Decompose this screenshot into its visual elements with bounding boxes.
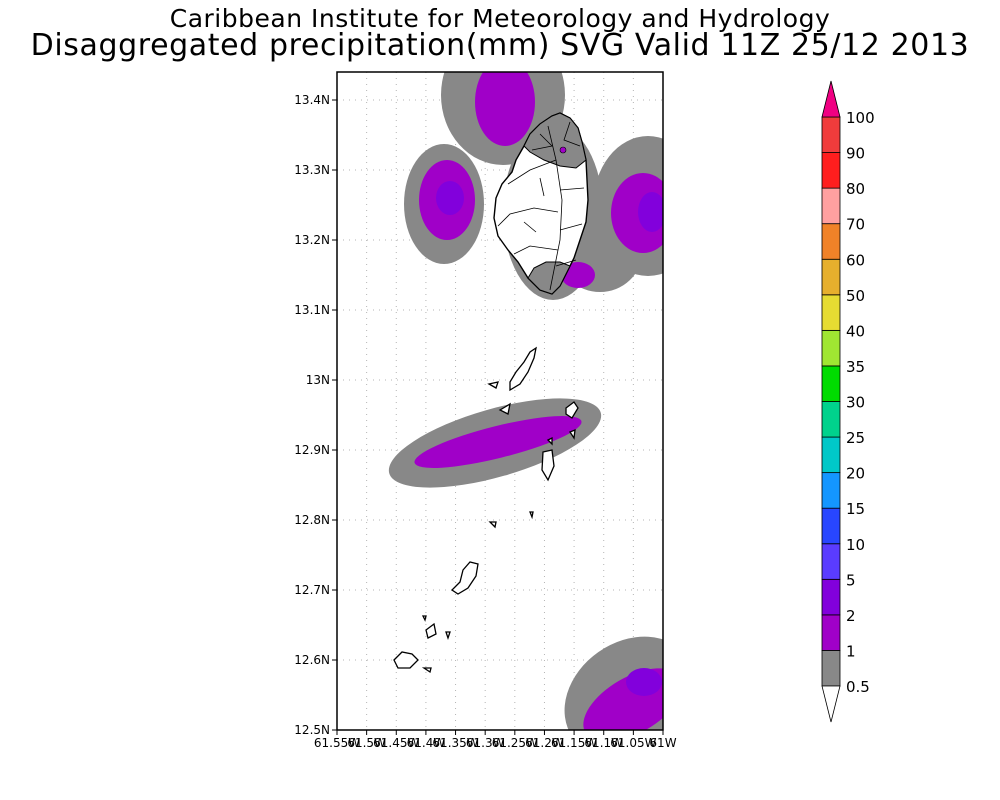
colorbar-label: 5 bbox=[846, 571, 856, 589]
lat-tick-label: 12.9N bbox=[294, 443, 330, 457]
colorbar-label: 60 bbox=[846, 251, 865, 269]
lat-tick-label: 12.8N bbox=[294, 513, 330, 527]
lon-tick-label: 61.55W bbox=[314, 736, 360, 750]
colorbar-bin bbox=[821, 329, 841, 367]
colorbar-label: 50 bbox=[846, 287, 865, 305]
colorbar-bin bbox=[821, 472, 841, 509]
lon-tick-label: 61.3W bbox=[466, 736, 505, 750]
map-frame bbox=[336, 71, 664, 731]
lon-tick-label: 61.25W bbox=[492, 736, 538, 750]
lon-tick-label: 61.15W bbox=[551, 736, 597, 750]
lon-tick-label: 61W bbox=[649, 736, 676, 750]
lon-tick-label: 61.4W bbox=[407, 736, 446, 750]
colorbar-bin bbox=[821, 614, 841, 651]
colorbar-label: 90 bbox=[846, 145, 865, 163]
map-axes: 13.4N 13.3N 13.2N 13.1N 13N 12.9N 12.8N 12.7N 12… bbox=[294, 93, 676, 750]
lon-tick-label: 61.2W bbox=[525, 736, 564, 750]
colorbar-label: 80 bbox=[846, 180, 865, 198]
chart-subtitle: Disaggregated precipitation(mm) SVG Vali… bbox=[30, 28, 970, 63]
coastlines bbox=[393, 112, 589, 674]
colorbar-label: 1 bbox=[846, 642, 856, 660]
lat-tick-label: 12.6N bbox=[294, 653, 330, 667]
colorbar-bin bbox=[821, 543, 841, 580]
colorbar-bin bbox=[821, 650, 841, 687]
colorbar-max-triangle bbox=[821, 80, 841, 118]
grenadines-islands bbox=[393, 346, 579, 674]
colorbar-label: 30 bbox=[846, 394, 865, 412]
chart-title: Caribbean Institute for Meteorology and … bbox=[169, 4, 831, 33]
colorbar-bin bbox=[821, 578, 841, 616]
colorbar-bin bbox=[821, 436, 841, 474]
lat-tick-label: 13.4N bbox=[294, 93, 330, 107]
lat-tick-label: 13.3N bbox=[294, 163, 330, 177]
colorbar-bin bbox=[821, 223, 841, 260]
lon-tick-label: 61.05W bbox=[610, 736, 656, 750]
colorbar-bin bbox=[821, 187, 841, 225]
colorbar-bin bbox=[821, 258, 841, 296]
colorbar-min-triangle bbox=[821, 685, 841, 723]
colorbar-label: 2 bbox=[846, 607, 856, 625]
colorbar-label: 35 bbox=[846, 358, 865, 376]
colorbar-bin bbox=[821, 507, 841, 545]
colorbar-label: 10 bbox=[846, 536, 865, 554]
colorbar-label: 100 bbox=[846, 109, 875, 127]
lat-tick-label: 12.7N bbox=[294, 583, 330, 597]
colorbar-label: 15 bbox=[846, 500, 865, 518]
colorbar-bin bbox=[821, 365, 841, 402]
colorbar-bin bbox=[821, 116, 841, 153]
colorbar-label: 20 bbox=[846, 465, 865, 483]
colorbar-bin bbox=[821, 401, 841, 438]
colorbar-bin bbox=[821, 294, 841, 331]
lat-tick-label: 13N bbox=[306, 373, 330, 387]
precip-band-2-5 bbox=[436, 181, 663, 696]
lon-tick-label: 61.45W bbox=[373, 736, 419, 750]
lon-tick-label: 61.5W bbox=[347, 736, 386, 750]
lat-tick-label: 12.5N bbox=[294, 723, 330, 737]
colorbar-label: 0.5 bbox=[846, 678, 870, 696]
colorbar-label: 40 bbox=[846, 322, 865, 340]
colorbar-label: 70 bbox=[846, 216, 865, 234]
lon-tick-label: 61.1W bbox=[584, 736, 623, 750]
colorbar-label: 25 bbox=[846, 429, 865, 447]
lon-tick-label: 61.35W bbox=[432, 736, 478, 750]
colorbar-bin bbox=[821, 152, 841, 189]
lat-tick-label: 13.1N bbox=[294, 303, 330, 317]
lat-tick-label: 13.2N bbox=[294, 233, 330, 247]
